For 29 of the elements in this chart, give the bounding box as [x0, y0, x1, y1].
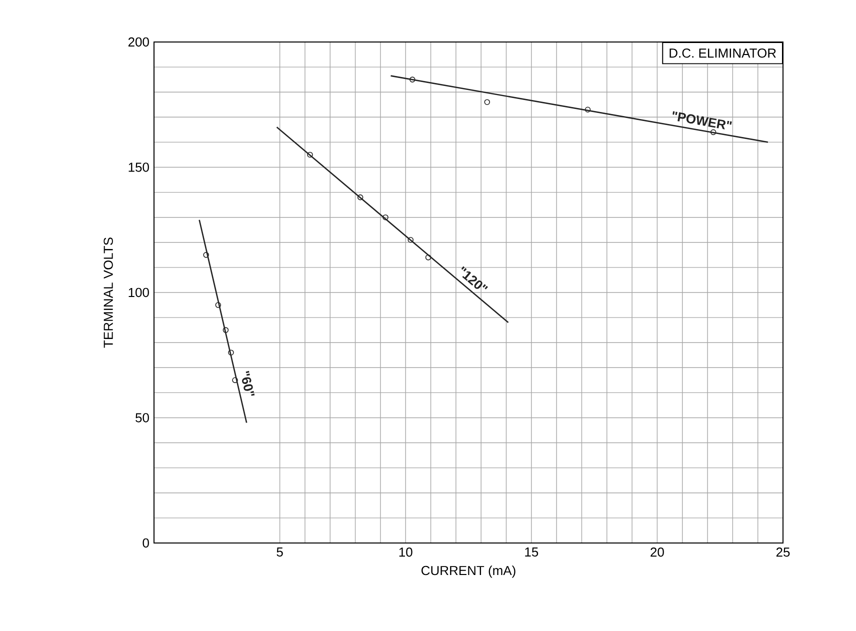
- point: [710, 129, 716, 136]
- point: [410, 76, 416, 82]
- x-tick-label: 5: [276, 548, 283, 557]
- y-tick-label: 0: [142, 538, 149, 548]
- point: [484, 99, 490, 106]
- text: "POWER": [672, 111, 732, 130]
- y-tick-label: 150: [128, 162, 149, 172]
- x-tick-label: 20: [650, 548, 664, 557]
- point: [584, 106, 591, 113]
- x-tick-label: 15: [525, 548, 538, 557]
- y-tick-label: 200: [128, 37, 149, 47]
- x-tick-label: 10: [399, 548, 412, 557]
- point: [203, 252, 209, 258]
- point: [232, 377, 238, 384]
- point: [425, 254, 432, 260]
- point: [215, 302, 222, 308]
- y-axis-title: TERMINAL VOLTS: [104, 238, 113, 348]
- chart-title: D.C. ELIMINATOR: [670, 48, 776, 58]
- point: [408, 236, 414, 243]
- y-tick-label: 100: [128, 288, 149, 298]
- x-axis-title: CURRENT (mA): [422, 566, 516, 578]
- point: [357, 194, 364, 200]
- point: [228, 350, 234, 356]
- text: "60": [242, 370, 255, 396]
- point: [382, 214, 388, 220]
- point: [222, 327, 229, 333]
- y-tick-label: 50: [136, 413, 149, 422]
- point: [307, 152, 313, 158]
- x-tick-label: 25: [776, 548, 790, 557]
